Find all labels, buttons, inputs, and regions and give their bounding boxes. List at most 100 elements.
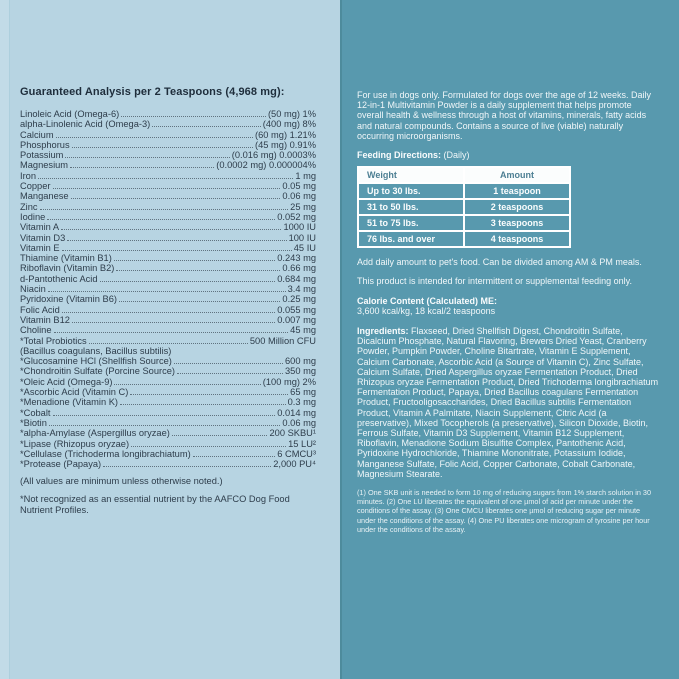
feeding-directions-label: Feeding Directions: [357,150,442,161]
feeding-table-row: 31 to 50 lbs. 2 teaspoons [359,198,569,215]
feeding-table-row: 51 to 75 lbs. 3 teaspoons [359,214,569,231]
aafco-note: *Not recognized as an essential nutrient… [20,493,290,515]
nutrient-name: *Biotin [20,417,47,428]
guaranteed-analysis-title: Guaranteed Analysis per 2 Teaspoons (4,9… [20,86,285,98]
feeding-amount-cell: 1 teaspoon [463,184,569,199]
nutrient-value: 0.684 mg [277,273,316,284]
analysis-row: Copper 0.05 mg [20,181,316,191]
nutrient-name: Riboflavin (Vitamin B2) [20,263,115,274]
nutrient-value: 0.66 mg [282,263,316,274]
analysis-row: Riboflavin (Vitamin B2) 0.66 mg [20,263,316,273]
nutrient-value: 0.014 mg [277,407,316,418]
analysis-row: *Protease (Papaya) 2,000 PU⁴ [20,459,316,469]
nutrient-name: Magnesium [20,160,69,171]
feeding-table-header-row: Weight Amount [359,168,569,183]
dot-leader [53,332,289,334]
nutrient-value: 200 SKBU¹ [269,428,316,439]
analysis-row: (Bacillus coagulans, Bacillus subtilis) [20,346,316,356]
dot-leader [171,435,268,437]
nutrient-name: *Lipase (Rhizopus oryzae) [20,438,130,449]
nutrient-value: 65 mg [290,387,316,398]
nutrient-name: Vitamin B12 [20,314,70,325]
dot-leader [177,373,283,375]
nutrient-value: (0.016 mg) 0.0003% [231,150,316,161]
nutrient-name: Folic Acid [20,304,60,315]
nutrient-name: Thiamine (Vitamin B1) [20,253,112,264]
nutrient-name: Iron [20,170,37,181]
nutrient-name: Choline [20,325,52,336]
nutrient-value: 0.052 mg [277,211,316,222]
intermittent-feeding-paragraph: This product is intended for intermitten… [357,276,632,287]
analysis-row: alpha-Linolenic Acid (Omega-3) (400 mg) 8… [20,119,316,129]
feeding-table-row: Up to 30 lbs. 1 teaspoon [359,182,569,199]
nutrient-name: Vitamin A [20,222,60,233]
dot-leader [120,404,286,406]
analysis-row: Linoleic Acid (Omega-6) (50 mg) 1% [20,109,316,119]
nutrient-value: 0.055 mg [277,304,316,315]
dot-leader [88,342,248,344]
analysis-row: Zinc 25 mg [20,202,316,212]
directions-panel: For use in dogs only. Formulated for dog… [340,0,679,679]
analysis-row: Vitamin D3 100 IU [20,233,316,243]
dot-leader [47,291,286,293]
dot-leader [152,126,261,128]
analysis-row: Magnesium (0.0002 mg) 0.000004% [20,160,316,170]
dot-leader [71,146,254,148]
analysis-row: *Biotin 0.06 mg [20,418,316,428]
nutrient-name: *Protease (Papaya) [20,459,102,470]
nutrient-value: 0.243 mg [277,253,316,264]
analysis-row: Iron 1 mg [20,171,316,181]
nutrient-name: Linoleic Acid (Omega-6) [20,109,120,119]
feeding-directions-heading: Feeding Directions: (Daily) [357,150,660,160]
feeding-table-header-amount: Amount [463,168,569,183]
nutrient-value: 0.25 mg [282,294,316,305]
analysis-row: *Oleic Acid (Omega-9) (100 mg) 2% [20,377,316,387]
nutrient-value: 1000 IU [283,222,316,233]
intro-paragraph: For use in dogs only. Formulated for dog… [357,90,651,141]
feeding-weight-cell: 76 lbs. and over [367,234,436,245]
dot-leader [192,455,276,457]
nutrient-name: *alpha-Amylase (Aspergillus oryzae) [20,428,170,439]
dot-leader [67,239,287,241]
analysis-row: Potassium (0.016 mg) 0.0003% [20,150,316,160]
nutrient-value: (60 mg) 1.21% [255,129,316,140]
analysis-row: *alpha-Amylase (Aspergillus oryzae) 200 S… [20,428,316,438]
nutrient-value: (100 mg) 2% [262,376,316,387]
analysis-row: *Total Probiotics 500 Million CFU [20,336,316,346]
analysis-row: Vitamin B12 0.007 mg [20,315,316,325]
nutrient-value: 6 CMCU³ [277,448,316,459]
nutrient-name: alpha-Linolenic Acid (Omega-3) [20,119,151,130]
nutrient-value: 0.3 mg [287,397,316,408]
analysis-row: Calcium (60 mg) 1.21% [20,130,316,140]
feeding-table-row: 76 lbs. and over 4 teaspoons [359,230,569,247]
dot-leader [131,445,287,447]
nutrient-name: (Bacillus coagulans, Bacillus subtilis) [20,345,172,356]
nutrient-name: *Glucosamine HCl (Shellfish Source) [20,356,172,367]
dot-leader [52,188,281,190]
analysis-row: *Ascorbic Acid (Vitamin C) 65 mg [20,387,316,397]
nutrient-value: (45 mg) 0.91% [255,139,316,150]
nutrient-value: 500 Million CFU [249,335,316,346]
dot-leader [99,280,276,282]
nutrient-value: 600 mg [284,356,316,367]
add-daily-paragraph: Add daily amount to pet's food. Can be d… [357,257,642,268]
feeding-amount-cell: 4 teaspoons [463,232,569,247]
dot-leader [38,177,294,179]
analysis-row: Pyridoxine (Vitamin B6) 0.25 mg [20,294,316,304]
feeding-directions-frequency: (Daily) [441,150,470,161]
nutrient-value: 1 mg [295,170,316,181]
analysis-row: *Cobalt 0.014 mg [20,408,316,418]
dot-leader [173,363,283,365]
nutrient-value: 350 mg [284,366,316,377]
nutrient-name: Phosphorus [20,139,70,150]
analysis-row: d-Pantothenic Acid 0.684 mg [20,274,316,284]
feeding-weight-cell: 51 to 75 lbs. [367,218,419,229]
dot-leader [116,270,281,272]
minimum-values-note: (All values are minimum unless otherwise… [20,476,223,487]
feeding-table: Weight Amount Up to 30 lbs. 1 teaspoon 3… [357,166,571,249]
feeding-weight-cell: 31 to 50 lbs. [367,202,419,213]
nutrient-name: d-Pantothenic Acid [20,273,98,284]
nutrient-value: 0.007 mg [277,314,316,325]
dot-leader [121,116,266,117]
